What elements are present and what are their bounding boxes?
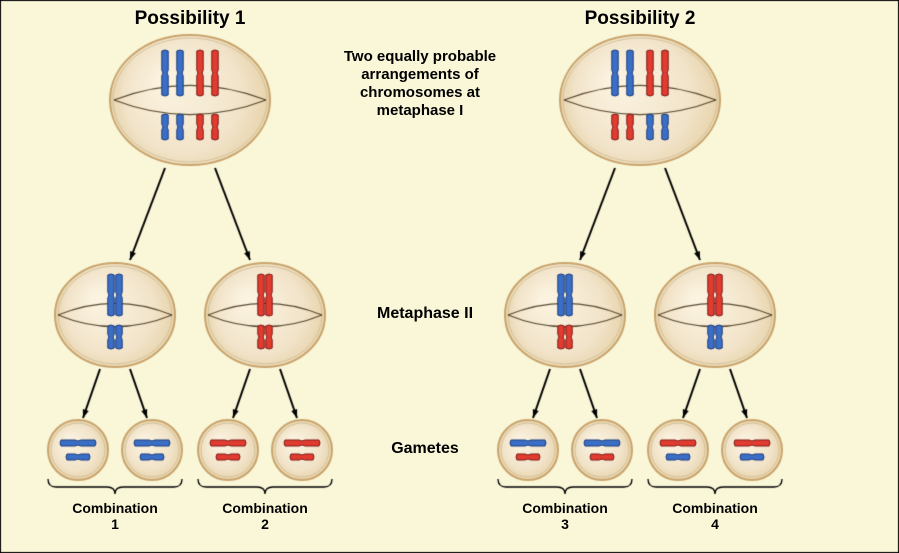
top-caption: Two equally probable arrangements of chr… <box>320 48 520 120</box>
comb-line: Combination <box>522 500 608 516</box>
combination-4-label: Combination 4 <box>660 500 770 532</box>
caption-line: chromosomes at <box>360 84 480 101</box>
comb-line: 4 <box>711 516 719 532</box>
possibility-1-title: Possibility 1 <box>110 8 270 30</box>
combination-2-label: Combination 2 <box>210 500 320 532</box>
caption-line: Two equally probable <box>344 48 496 65</box>
comb-line: Combination <box>672 500 758 516</box>
metaphase-2-label: Metaphase II <box>360 305 490 323</box>
gametes-label: Gametes <box>380 440 470 458</box>
caption-line: arrangements of <box>361 66 479 83</box>
comb-line: Combination <box>222 500 308 516</box>
caption-line: metaphase I <box>377 102 464 119</box>
possibility-2-title: Possibility 2 <box>560 8 720 30</box>
combination-3-label: Combination 3 <box>510 500 620 532</box>
comb-line: 1 <box>111 516 119 532</box>
comb-line: 2 <box>261 516 269 532</box>
combination-1-label: Combination 1 <box>60 500 170 532</box>
comb-line: 3 <box>561 516 569 532</box>
comb-line: Combination <box>72 500 158 516</box>
